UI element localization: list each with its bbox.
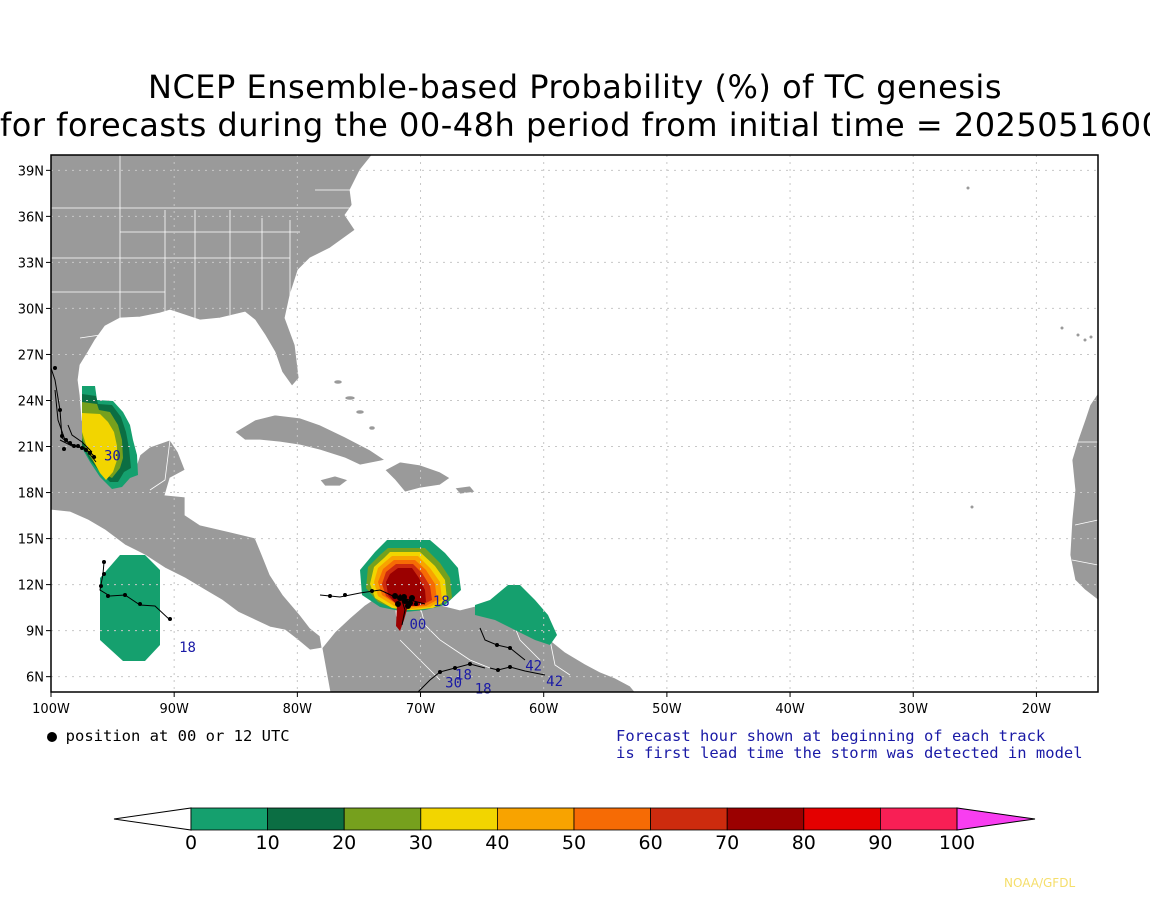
lon-tick-label: 80W	[283, 702, 313, 717]
colorbar-bin	[190, 807, 268, 831]
colorbar-bin	[267, 807, 345, 831]
colorbar-tick-label: 50	[562, 832, 586, 854]
colorbar-under-arrow	[113, 807, 192, 831]
colorbar-tick-label: 70	[715, 832, 739, 854]
lon-tick-label: 20W	[1022, 702, 1052, 717]
colorbar-bin	[573, 807, 651, 831]
lon-tick-label: 90W	[159, 702, 189, 717]
lat-tick-label: 33N	[18, 256, 44, 271]
track-lead-time-label: 18	[475, 682, 492, 698]
colorbar-bin	[496, 807, 575, 831]
lat-tick-label: 15N	[18, 533, 44, 548]
colorbar-bin	[726, 807, 805, 831]
africa-landmass	[1069, 392, 1098, 601]
lat-tick-label: 21N	[18, 441, 44, 456]
map-subtitle: for forecasts during the 00-48h period f…	[0, 106, 1150, 144]
colorbar-tick-label: 90	[868, 832, 892, 854]
colorbar-tick-label: 80	[792, 832, 816, 854]
track-lead-time-label: 18	[433, 594, 450, 610]
land-layer	[51, 155, 1098, 692]
colorbar-bin	[803, 807, 881, 831]
probability-shading	[82, 386, 557, 661]
lon-tick-label: 60W	[529, 702, 559, 717]
lat-tick-label: 24N	[18, 394, 44, 409]
track-lead-time-label: 18	[179, 640, 196, 656]
lon-tick-label: 30W	[899, 702, 929, 717]
lat-tick-label: 12N	[18, 579, 44, 594]
map-title: NCEP Ensemble-based Probability (%) of T…	[148, 68, 1002, 106]
colorbar-tick-label: 10	[256, 832, 280, 854]
forecast-hour-note-line2: is first lead time the storm was detecte…	[616, 744, 1083, 762]
credit-label: NOAA/GFDL	[1004, 876, 1076, 890]
position-marker-legend-dot	[47, 732, 57, 742]
colorbar-tick-label: 100	[939, 832, 975, 854]
colorbar-tick-label: 40	[485, 832, 509, 854]
storm-track-positions	[53, 366, 512, 674]
lon-tick-label: 100W	[32, 702, 70, 717]
lat-tick-label: 27N	[18, 348, 44, 363]
colorbar-tick-label: 30	[409, 832, 433, 854]
lat-tick-label: 18N	[18, 487, 44, 502]
position-marker-legend: = position at 00 or 12 UTC	[47, 727, 290, 745]
track-lead-time-label: 00	[409, 617, 426, 633]
track-lead-time-label: 42	[525, 659, 542, 675]
track-lead-time-label: 18	[455, 668, 472, 684]
lat-tick-label: 9N	[26, 625, 44, 640]
latitude-axis: 39N 36N 33N 30N 27N 24N 21N 18N 15N 12N 9N 6N	[18, 164, 51, 686]
track-lead-time-label: 30	[104, 448, 121, 464]
lat-tick-label: 36N	[18, 210, 44, 225]
colorbar-bin	[343, 807, 422, 831]
cuba-island	[234, 414, 387, 466]
lat-tick-label: 6N	[26, 671, 44, 686]
lon-tick-label: 50W	[652, 702, 682, 717]
colorbar-bin	[880, 807, 958, 831]
colorbar-bin	[650, 807, 728, 831]
lon-tick-label: 40W	[775, 702, 805, 717]
colorbar-bin	[420, 807, 498, 831]
colorbar-tick-label: 60	[639, 832, 663, 854]
track-lead-time-label: 30	[445, 675, 462, 691]
longitude-axis: 100W 90W 80W 70W 60W 50W 40W 30W 20W	[32, 692, 1051, 717]
colorbar-over-arrow	[956, 807, 1036, 831]
hispaniola-island	[384, 461, 451, 493]
lat-tick-label: 30N	[18, 302, 44, 317]
colorbar-tick-label: 20	[332, 832, 356, 854]
lon-tick-label: 70W	[406, 702, 436, 717]
track-lead-time-label: 42	[546, 674, 563, 690]
colorbar-tick-label: 0	[185, 832, 197, 854]
lat-tick-label: 39N	[18, 164, 44, 179]
forecast-hour-note-line1: Forecast hour shown at beginning of each…	[616, 727, 1046, 745]
